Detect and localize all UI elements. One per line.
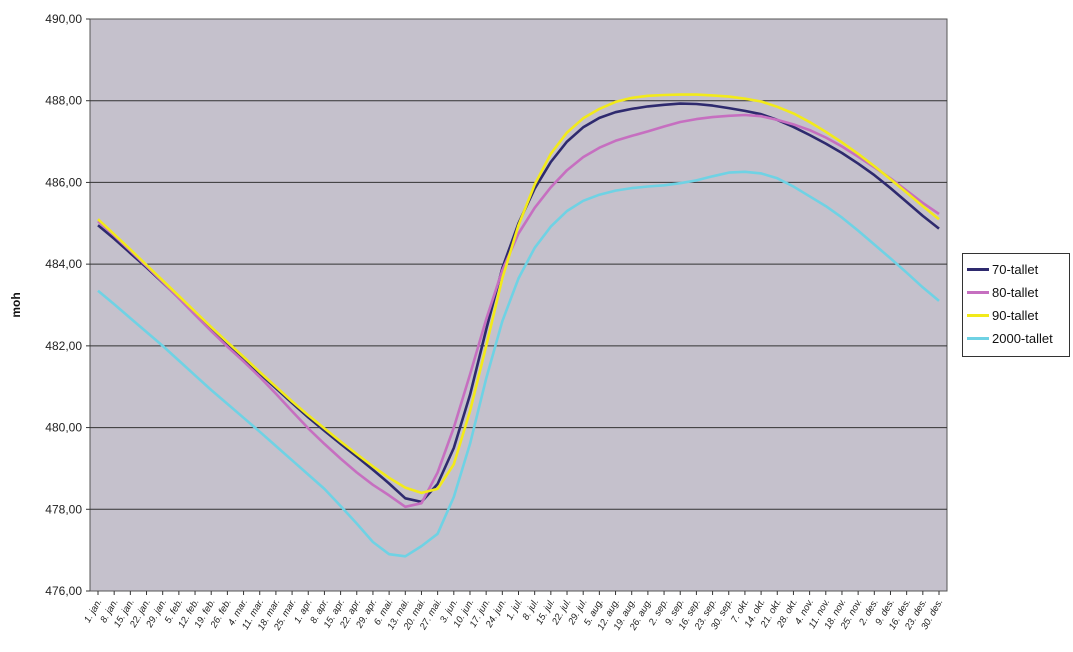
legend-swatch — [967, 337, 989, 340]
y-tick-label: 488,00 — [45, 94, 82, 108]
y-tick-label: 490,00 — [45, 12, 82, 26]
series-lines — [97, 93, 940, 558]
x-axis-ticks: 1. jan.8. jan.15. jan.22. jan.29. jan.5.… — [82, 591, 946, 633]
y-axis-label: moh — [9, 292, 23, 317]
legend-swatch — [967, 291, 989, 294]
legend-item: 90-tallet — [967, 304, 1069, 327]
series-line-80-tallet — [97, 113, 940, 509]
legend-swatch — [967, 268, 989, 271]
y-tick-label: 480,00 — [45, 421, 82, 435]
legend-swatch — [967, 314, 989, 317]
series-line-90-tallet — [97, 93, 940, 495]
series-line-2000-tallet — [97, 170, 940, 558]
legend-item: 2000-tallet — [967, 327, 1069, 350]
legend-label: 90-tallet — [992, 308, 1039, 323]
legend-label: 70-tallet — [992, 262, 1039, 277]
y-tick-label: 482,00 — [45, 339, 82, 353]
legend-label: 80-tallet — [992, 285, 1039, 300]
y-tick-label: 486,00 — [45, 175, 82, 189]
y-tick-label: 484,00 — [45, 257, 82, 271]
y-tick-label: 478,00 — [45, 502, 82, 516]
plot-area-background — [89, 18, 948, 592]
legend-item: 70-tallet — [967, 258, 1069, 281]
legend-item: 80-tallet — [967, 281, 1069, 304]
y-axis-ticks: 476,00 478,00 480,00 482,00 484,00 486,00 488,… — [45, 12, 90, 598]
legend-label: 2000-tallet — [992, 331, 1053, 346]
y-tick-label: 476,00 — [45, 584, 82, 598]
legend: 70-tallet 80-tallet 90-tallet 2000-tallet — [962, 253, 1070, 357]
